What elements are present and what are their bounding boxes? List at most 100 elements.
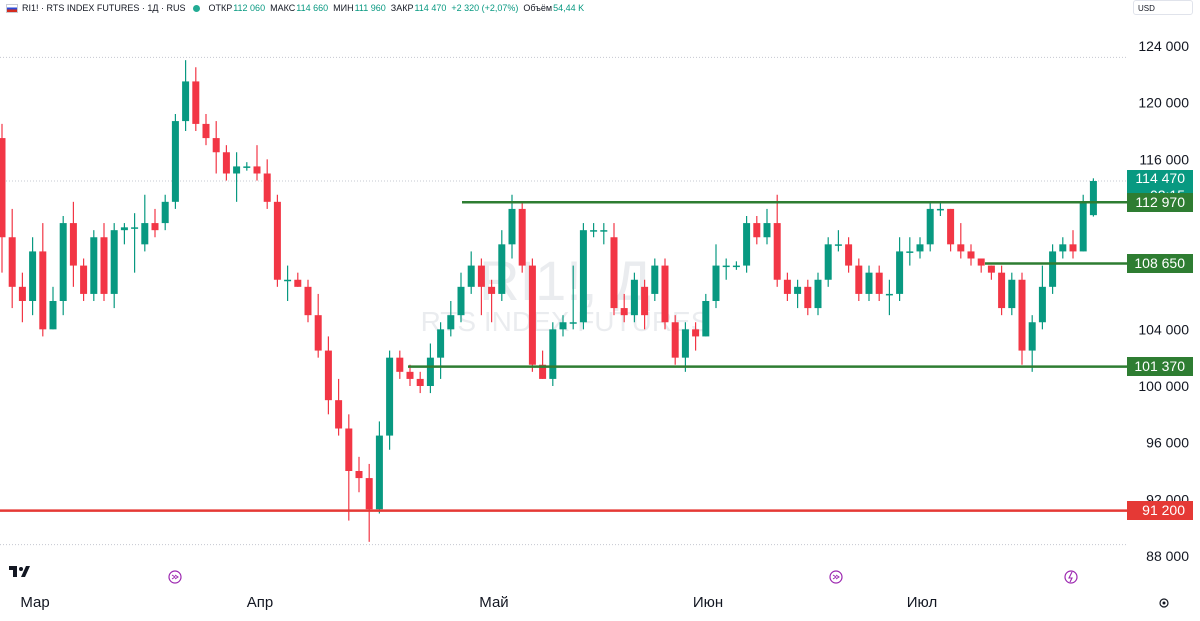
candle[interactable] bbox=[885, 279, 893, 316]
candle[interactable] bbox=[814, 272, 822, 316]
candle[interactable] bbox=[345, 414, 353, 521]
candle[interactable] bbox=[253, 145, 261, 181]
candle[interactable] bbox=[69, 201, 77, 287]
candle[interactable] bbox=[977, 258, 985, 273]
candle[interactable] bbox=[794, 279, 802, 309]
candle[interactable] bbox=[294, 272, 302, 287]
candle[interactable] bbox=[559, 315, 567, 337]
candle[interactable] bbox=[630, 272, 638, 323]
candle[interactable] bbox=[1079, 194, 1087, 252]
candle[interactable] bbox=[18, 272, 26, 323]
candle[interactable] bbox=[151, 208, 159, 238]
candle[interactable] bbox=[488, 279, 496, 323]
candle[interactable] bbox=[1049, 244, 1057, 294]
candle[interactable] bbox=[579, 223, 587, 330]
candle[interactable] bbox=[406, 364, 414, 386]
candle[interactable] bbox=[8, 208, 16, 309]
candle[interactable] bbox=[773, 194, 781, 287]
candle[interactable] bbox=[324, 336, 332, 415]
candle[interactable] bbox=[936, 201, 944, 216]
candle[interactable] bbox=[845, 237, 853, 273]
candle[interactable] bbox=[0, 123, 6, 273]
candle[interactable] bbox=[865, 265, 873, 301]
candle[interactable] bbox=[702, 293, 710, 337]
candle[interactable] bbox=[681, 322, 689, 372]
candle[interactable] bbox=[957, 223, 965, 259]
candle[interactable] bbox=[1028, 315, 1036, 372]
candle[interactable] bbox=[80, 258, 88, 302]
candle[interactable] bbox=[998, 265, 1006, 316]
candle[interactable] bbox=[222, 145, 230, 181]
settings-gear-icon[interactable] bbox=[1159, 598, 1169, 608]
currency-selector[interactable]: USD bbox=[1133, 0, 1193, 15]
candle[interactable] bbox=[120, 223, 128, 245]
candle[interactable] bbox=[549, 322, 557, 386]
candle[interactable] bbox=[498, 230, 506, 301]
candle[interactable] bbox=[314, 293, 322, 358]
candle[interactable] bbox=[243, 162, 251, 171]
candle[interactable] bbox=[273, 194, 281, 287]
candle[interactable] bbox=[1038, 265, 1046, 330]
candle[interactable] bbox=[304, 279, 312, 323]
candle[interactable] bbox=[763, 208, 771, 245]
candle[interactable] bbox=[161, 194, 169, 231]
candle[interactable] bbox=[1089, 178, 1097, 217]
candle[interactable] bbox=[590, 223, 598, 238]
candle[interactable] bbox=[263, 159, 271, 209]
candle[interactable] bbox=[661, 258, 669, 330]
candle[interactable] bbox=[457, 272, 465, 323]
candle[interactable] bbox=[804, 279, 812, 316]
candle[interactable] bbox=[528, 258, 536, 372]
event-marker-icon[interactable] bbox=[829, 570, 843, 584]
candle[interactable] bbox=[335, 378, 343, 436]
candle[interactable] bbox=[192, 67, 200, 131]
candle[interactable] bbox=[539, 350, 547, 379]
candle[interactable] bbox=[375, 421, 383, 514]
candle[interactable] bbox=[110, 223, 118, 309]
candle[interactable] bbox=[100, 223, 108, 301]
candle[interactable] bbox=[39, 223, 47, 337]
candle[interactable] bbox=[906, 237, 914, 266]
candle[interactable] bbox=[947, 208, 955, 252]
candle[interactable] bbox=[712, 244, 720, 309]
candle[interactable] bbox=[416, 371, 424, 394]
candle[interactable] bbox=[233, 152, 241, 202]
lightning-event-icon[interactable] bbox=[1064, 570, 1078, 584]
candle[interactable] bbox=[610, 223, 618, 316]
candle[interactable] bbox=[355, 456, 363, 493]
candle[interactable] bbox=[987, 265, 995, 280]
candle[interactable] bbox=[365, 463, 373, 542]
symbol-title[interactable]: RI1! · RTS INDEX FUTURES · 1Д · RUS bbox=[22, 3, 186, 13]
candle[interactable] bbox=[834, 230, 842, 252]
candle[interactable] bbox=[212, 121, 220, 174]
candle[interactable] bbox=[426, 343, 434, 394]
candle[interactable] bbox=[131, 213, 139, 273]
candle[interactable] bbox=[1059, 237, 1067, 259]
candle[interactable] bbox=[875, 265, 883, 301]
candle[interactable] bbox=[692, 322, 700, 351]
candle[interactable] bbox=[141, 194, 149, 252]
candle[interactable] bbox=[743, 216, 751, 273]
candle[interactable] bbox=[641, 279, 649, 330]
candle[interactable] bbox=[447, 301, 455, 337]
candle[interactable] bbox=[916, 237, 924, 259]
event-marker-icon[interactable] bbox=[168, 570, 182, 584]
candle[interactable] bbox=[783, 272, 791, 301]
candle[interactable] bbox=[386, 350, 394, 450]
candle[interactable] bbox=[600, 223, 608, 245]
candle[interactable] bbox=[753, 216, 761, 245]
candle[interactable] bbox=[171, 114, 179, 209]
candle[interactable] bbox=[1018, 272, 1026, 365]
candle[interactable] bbox=[467, 251, 475, 294]
candle[interactable] bbox=[518, 201, 526, 273]
candle[interactable] bbox=[651, 258, 659, 302]
tradingview-logo-icon[interactable] bbox=[9, 566, 30, 577]
market-status-dot[interactable] bbox=[193, 4, 201, 12]
candle[interactable] bbox=[90, 230, 98, 301]
candle[interactable] bbox=[967, 244, 975, 266]
candle[interactable] bbox=[1008, 272, 1016, 316]
candle[interactable] bbox=[569, 265, 577, 330]
candle[interactable] bbox=[671, 315, 679, 365]
candle[interactable] bbox=[1069, 230, 1077, 259]
